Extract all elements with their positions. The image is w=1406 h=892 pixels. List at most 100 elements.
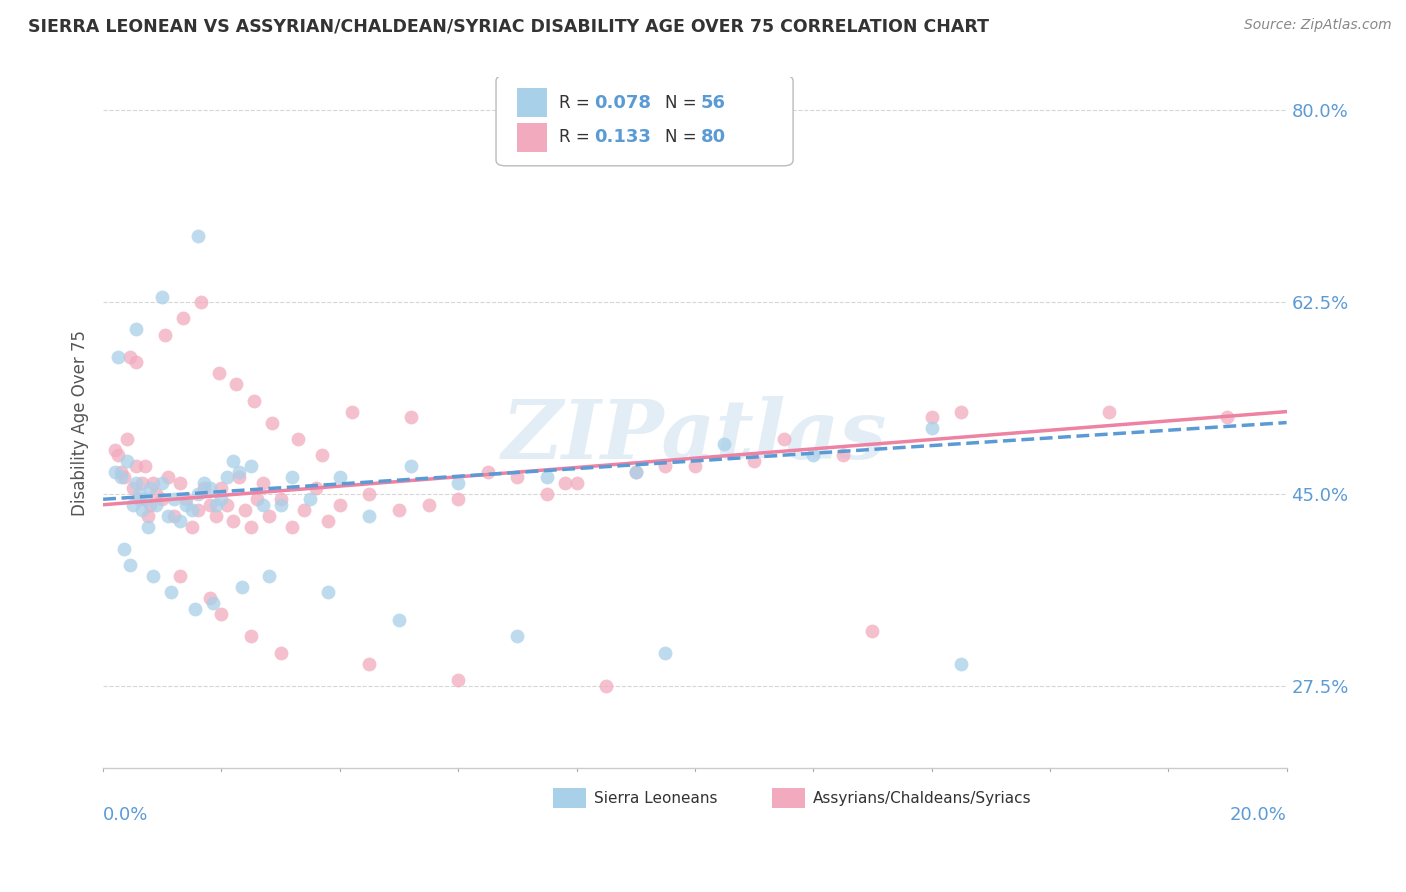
Point — [340, 404, 363, 418]
Point — [292, 503, 315, 517]
Point — [233, 503, 256, 517]
Point — [180, 519, 202, 533]
Point — [124, 459, 146, 474]
Point — [399, 459, 422, 474]
Point — [329, 498, 352, 512]
FancyBboxPatch shape — [553, 789, 586, 808]
FancyBboxPatch shape — [496, 75, 793, 166]
Point — [287, 432, 309, 446]
Point — [246, 492, 269, 507]
Point — [281, 470, 304, 484]
Point — [107, 449, 129, 463]
Point — [163, 508, 186, 523]
Point — [110, 465, 132, 479]
Point — [211, 481, 233, 495]
Point — [305, 481, 328, 495]
Point — [115, 432, 138, 446]
Text: 20.0%: 20.0% — [1230, 805, 1286, 823]
Point — [270, 646, 292, 660]
Point — [447, 673, 470, 687]
Point — [184, 602, 207, 616]
Point — [207, 366, 229, 380]
Point — [174, 498, 197, 512]
Point — [193, 475, 215, 490]
Point — [801, 449, 824, 463]
Y-axis label: Disability Age Over 75: Disability Age Over 75 — [72, 329, 89, 516]
Point — [193, 481, 215, 495]
Point — [240, 459, 263, 474]
Point — [231, 580, 253, 594]
Text: R =: R = — [558, 128, 600, 146]
Point — [399, 410, 422, 425]
Point — [921, 421, 943, 435]
Point — [565, 475, 588, 490]
Point — [118, 350, 141, 364]
Point — [299, 492, 322, 507]
Point — [121, 498, 143, 512]
Point — [228, 470, 250, 484]
Text: SIERRA LEONEAN VS ASSYRIAN/CHALDEAN/SYRIAC DISABILITY AGE OVER 75 CORRELATION CH: SIERRA LEONEAN VS ASSYRIAN/CHALDEAN/SYRI… — [28, 18, 988, 36]
Text: Assyrians/Chaldeans/Syriacs: Assyrians/Chaldeans/Syriacs — [813, 790, 1032, 805]
Point — [506, 470, 529, 484]
Point — [388, 503, 411, 517]
Point — [145, 487, 167, 501]
Point — [252, 498, 274, 512]
Point — [174, 492, 197, 507]
Point — [222, 514, 245, 528]
Point — [742, 454, 765, 468]
Point — [222, 454, 245, 468]
Point — [359, 657, 381, 671]
Point — [157, 470, 180, 484]
Point — [136, 508, 159, 523]
Point — [142, 475, 165, 490]
Text: Sierra Leoneans: Sierra Leoneans — [595, 790, 717, 805]
Point — [772, 432, 794, 446]
Point — [388, 613, 411, 627]
Text: ZIPatlas: ZIPatlas — [502, 396, 887, 476]
Point — [128, 492, 150, 507]
Point — [228, 465, 250, 479]
Point — [1216, 410, 1239, 425]
Point — [447, 475, 470, 490]
Point — [139, 498, 162, 512]
Point — [270, 498, 292, 512]
Point — [921, 410, 943, 425]
Point — [139, 481, 162, 495]
Point — [198, 498, 221, 512]
Point — [180, 503, 202, 517]
Point — [155, 327, 177, 342]
Point — [950, 404, 973, 418]
Point — [240, 519, 263, 533]
Text: 56: 56 — [700, 94, 725, 112]
Point — [243, 393, 266, 408]
Text: N =: N = — [665, 128, 702, 146]
Text: Source: ZipAtlas.com: Source: ZipAtlas.com — [1244, 18, 1392, 32]
Point — [150, 475, 173, 490]
Point — [418, 498, 440, 512]
Point — [160, 585, 183, 599]
Point — [104, 442, 127, 457]
Point — [252, 475, 274, 490]
Point — [169, 475, 191, 490]
Point — [477, 465, 499, 479]
FancyBboxPatch shape — [517, 123, 547, 152]
Point — [204, 508, 226, 523]
Point — [124, 322, 146, 336]
Point — [217, 498, 239, 512]
Text: R =: R = — [558, 94, 595, 112]
Point — [115, 454, 138, 468]
Point — [150, 492, 173, 507]
Point — [204, 498, 226, 512]
Point — [124, 475, 146, 490]
Point — [447, 492, 470, 507]
Point — [198, 591, 221, 605]
Point — [831, 449, 853, 463]
Text: 80: 80 — [700, 128, 725, 146]
Point — [329, 470, 352, 484]
Point — [187, 503, 209, 517]
FancyBboxPatch shape — [772, 789, 804, 808]
Point — [1098, 404, 1121, 418]
Point — [257, 508, 280, 523]
Point — [359, 508, 381, 523]
Point — [128, 487, 150, 501]
